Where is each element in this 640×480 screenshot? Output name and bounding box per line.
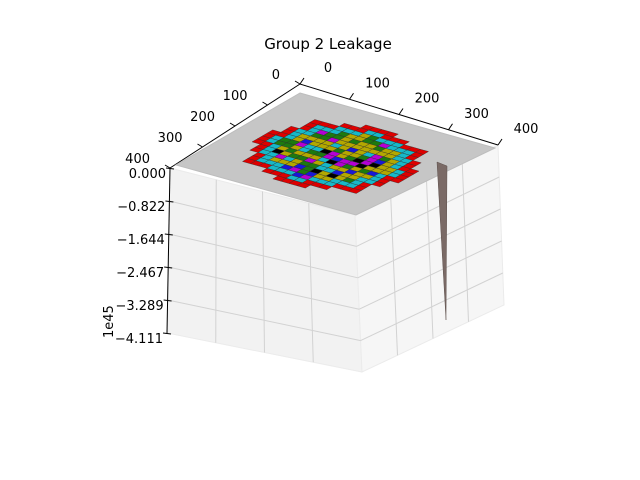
pane-gridline: [461, 162, 469, 322]
y-tick-mark: [164, 164, 171, 169]
x-tick-mark: [497, 138, 503, 146]
surface-cell: [347, 188, 362, 194]
x-tick-mark: [299, 77, 305, 85]
z-tick-label: −0.822: [117, 200, 165, 215]
y-axis-ticks: 0 100 200 300 400: [125, 68, 301, 169]
z-tick-mark: [162, 332, 172, 335]
x-tick-label: 400: [514, 122, 539, 137]
x-tick-label: 100: [365, 76, 390, 91]
y-tick-mark: [262, 101, 268, 106]
surface-cell: [296, 182, 311, 189]
y-tick-label: 0: [272, 68, 280, 83]
y-tick-mark: [294, 80, 301, 85]
z-tick-mark: [163, 299, 172, 302]
y-tick-label: 200: [190, 110, 215, 125]
y-tick-mark: [229, 122, 236, 127]
z-tick-mark: [164, 233, 173, 236]
leakage-surface: [174, 92, 497, 321]
z-tick-label: −3.289: [115, 299, 163, 314]
chart-title: Group 2 Leakage: [264, 35, 392, 53]
x-tick-label: 200: [415, 92, 440, 107]
x-axis-ticks: 0 100 200 300 400: [299, 61, 539, 146]
pane-gridline: [426, 179, 434, 339]
surface-spike: [436, 161, 448, 321]
x-tick-mark: [398, 108, 404, 115]
z-axis-line: [166, 167, 171, 334]
y-tick-label: 300: [158, 131, 183, 146]
z-offset-label: 1e45: [102, 305, 117, 338]
x-tick-label: 0: [324, 61, 332, 76]
z-axis-ticks: 0.000 −0.822 −1.644 −2.467 −3.289 −4.111: [115, 167, 175, 347]
x-tick-mark: [349, 92, 354, 100]
pane-gridline: [215, 179, 217, 343]
surface-cell: [389, 177, 404, 184]
x-tick-mark: [448, 123, 453, 131]
pane-gridline: [262, 191, 265, 353]
x-tick-label: 300: [464, 107, 489, 122]
y-tick-label: 400: [125, 152, 150, 167]
z-tick-mark: [165, 167, 175, 170]
surface-cell: [318, 184, 333, 190]
z-tick-label: 0.000: [129, 167, 166, 182]
z-tick-mark: [164, 266, 173, 269]
pane-gridlines: [167, 162, 504, 363]
pane-gridline: [308, 203, 314, 363]
y-tick-mark: [197, 143, 203, 148]
y-tick-label: 100: [223, 89, 248, 104]
axes-panes: [166, 83, 505, 373]
z-tick-label: −4.111: [115, 332, 163, 347]
z-tick-label: −2.467: [116, 266, 164, 281]
pane-gridline: [390, 197, 398, 356]
z-tick-mark: [165, 200, 174, 203]
surface-cell: [371, 181, 386, 187]
z-tick-label: −1.644: [117, 233, 165, 248]
